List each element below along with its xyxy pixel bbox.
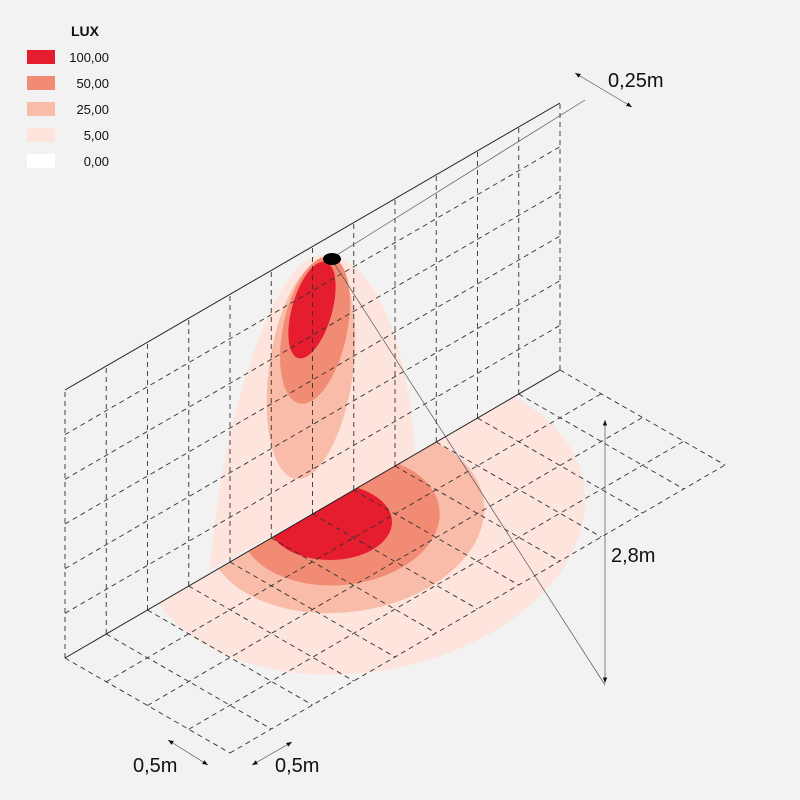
floor-grid-line [559, 369, 726, 466]
floor-grid-line [394, 465, 561, 562]
illuminance-contours [138, 254, 586, 675]
floor-grid-line [229, 464, 726, 754]
wall-grid-line [64, 235, 561, 525]
grid-width-label: 0,5m [133, 755, 177, 777]
wall-top-edge [64, 102, 561, 391]
floor-grid-line [518, 393, 684, 490]
legend: 100,00 50,00 25,00 5,00 0,00 [27, 50, 109, 169]
legend-swatch [27, 76, 55, 90]
grid-depth-dimension [251, 741, 293, 766]
floor-grid-line [188, 440, 684, 730]
floor-grid-line [106, 633, 272, 730]
floor-grid-line [477, 417, 643, 514]
height-label: 2,8m [611, 545, 655, 567]
legend-label: 100,00 [69, 50, 109, 65]
legend-label: 25,00 [76, 102, 109, 117]
legend-label: 5,00 [84, 128, 109, 143]
wall-grid-line [64, 146, 561, 436]
floor-grid-line [312, 513, 478, 610]
floor-grid-line [436, 441, 602, 538]
floor-grid-line [229, 561, 396, 658]
legend-label: 50,00 [76, 76, 109, 91]
floor-grid-line [147, 417, 643, 706]
legend-swatch [27, 50, 55, 64]
wall-grid-line [64, 190, 561, 480]
luminaire [323, 253, 341, 265]
legend-swatch [27, 102, 55, 116]
legend-label: 0,00 [84, 154, 109, 169]
floor-grid-line [106, 393, 602, 683]
wall-grid-line [64, 280, 561, 570]
height-leader [331, 259, 606, 686]
wall-grid-line [64, 324, 561, 614]
wall-contour-100 [288, 261, 336, 359]
offset-leader [331, 99, 586, 259]
floor-grid-line [147, 609, 313, 706]
floor-grid-line [188, 585, 354, 682]
offset-dimension [574, 72, 633, 108]
grid-depth-label: 0,5m [275, 755, 319, 777]
wall-floor-edge [64, 369, 561, 659]
legend-swatch [27, 128, 55, 142]
legend-title: LUX [71, 23, 100, 39]
grid-width-dimension [167, 739, 209, 766]
legend-swatch [27, 154, 55, 168]
floor-grid-line [64, 657, 231, 754]
floor-grid-line [271, 537, 437, 634]
floor-grid-line [353, 489, 519, 586]
offset-label: 0,25m [608, 70, 664, 92]
grid [64, 102, 726, 754]
